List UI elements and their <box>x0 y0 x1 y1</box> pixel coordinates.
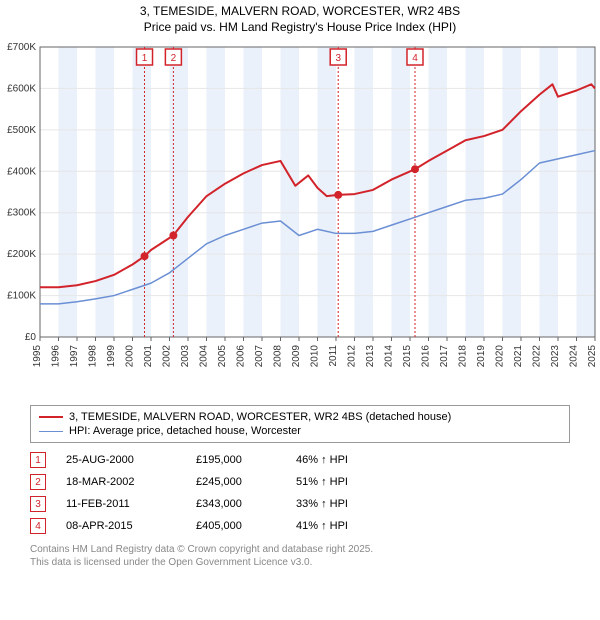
svg-text:2022: 2022 <box>532 345 543 368</box>
svg-text:£400K: £400K <box>7 166 36 177</box>
svg-text:2003: 2003 <box>180 345 191 368</box>
attribution: Contains HM Land Registry data © Crown c… <box>30 543 570 569</box>
svg-text:2013: 2013 <box>365 345 376 368</box>
legend-swatch <box>39 431 63 432</box>
svg-text:2015: 2015 <box>402 345 413 368</box>
svg-text:£200K: £200K <box>7 249 36 260</box>
legend-item: HPI: Average price, detached house, Worc… <box>39 424 561 438</box>
svg-text:1996: 1996 <box>51 345 62 368</box>
legend-item: 3, TEMESIDE, MALVERN ROAD, WORCESTER, WR… <box>39 410 561 424</box>
sale-note: 51% ↑ HPI <box>296 476 416 488</box>
attribution-line2: This data is licensed under the Open Gov… <box>30 556 570 569</box>
sale-marker: 2 <box>30 474 46 490</box>
svg-text:2010: 2010 <box>310 345 321 368</box>
svg-text:2014: 2014 <box>384 345 395 368</box>
title-line2: Price paid vs. HM Land Registry's House … <box>0 20 600 36</box>
svg-text:2020: 2020 <box>495 345 506 368</box>
legend-swatch <box>39 416 63 418</box>
svg-text:2009: 2009 <box>291 345 302 368</box>
sale-marker: 4 <box>30 518 46 534</box>
svg-text:2023: 2023 <box>550 345 561 368</box>
svg-text:1997: 1997 <box>69 345 80 368</box>
sale-date: 25-AUG-2000 <box>66 454 176 466</box>
svg-text:£0: £0 <box>25 332 37 343</box>
svg-text:2021: 2021 <box>513 345 524 368</box>
svg-text:2017: 2017 <box>439 345 450 368</box>
sale-price: £195,000 <box>196 454 276 466</box>
svg-text:4: 4 <box>412 53 418 64</box>
svg-text:2: 2 <box>171 53 177 64</box>
sale-price: £405,000 <box>196 520 276 532</box>
sale-marker: 1 <box>30 452 46 468</box>
table-row: 4 08-APR-2015 £405,000 41% ↑ HPI <box>30 515 570 537</box>
legend: 3, TEMESIDE, MALVERN ROAD, WORCESTER, WR… <box>30 405 570 443</box>
svg-text:£100K: £100K <box>7 291 36 302</box>
sale-note: 46% ↑ HPI <box>296 454 416 466</box>
svg-text:2016: 2016 <box>421 345 432 368</box>
svg-text:£500K: £500K <box>7 125 36 136</box>
table-row: 2 18-MAR-2002 £245,000 51% ↑ HPI <box>30 471 570 493</box>
svg-text:2004: 2004 <box>199 345 210 368</box>
svg-text:2001: 2001 <box>143 345 154 368</box>
svg-text:2012: 2012 <box>347 345 358 368</box>
legend-label: 3, TEMESIDE, MALVERN ROAD, WORCESTER, WR… <box>69 411 451 423</box>
svg-text:2005: 2005 <box>217 345 228 368</box>
legend-label: HPI: Average price, detached house, Worc… <box>69 425 301 437</box>
attribution-line1: Contains HM Land Registry data © Crown c… <box>30 543 570 556</box>
svg-text:1999: 1999 <box>106 345 117 368</box>
sale-date: 08-APR-2015 <box>66 520 176 532</box>
svg-text:1: 1 <box>142 53 148 64</box>
sale-price: £245,000 <box>196 476 276 488</box>
table-row: 1 25-AUG-2000 £195,000 46% ↑ HPI <box>30 449 570 471</box>
svg-text:2002: 2002 <box>162 345 173 368</box>
svg-text:2024: 2024 <box>569 345 580 368</box>
sale-price: £343,000 <box>196 498 276 510</box>
sale-date: 11-FEB-2011 <box>66 498 176 510</box>
sale-note: 33% ↑ HPI <box>296 498 416 510</box>
sale-date: 18-MAR-2002 <box>66 476 176 488</box>
svg-text:3: 3 <box>335 53 341 64</box>
title-line1: 3, TEMESIDE, MALVERN ROAD, WORCESTER, WR… <box>0 4 600 20</box>
chart-plot-area: £0 £100K £200K £300K £400K £500K £600K £700K 199… <box>0 37 600 397</box>
svg-text:2025: 2025 <box>587 345 598 368</box>
svg-text:2008: 2008 <box>273 345 284 368</box>
svg-text:£300K: £300K <box>7 208 36 219</box>
svg-text:£600K: £600K <box>7 84 36 95</box>
svg-text:2011: 2011 <box>328 345 339 367</box>
chart-svg: £0 £100K £200K £300K £400K £500K £600K £700K 199… <box>0 37 600 397</box>
svg-text:1998: 1998 <box>88 345 99 368</box>
sale-note: 41% ↑ HPI <box>296 520 416 532</box>
table-row: 3 11-FEB-2011 £343,000 33% ↑ HPI <box>30 493 570 515</box>
svg-text:2019: 2019 <box>476 345 487 368</box>
chart-container: 3, TEMESIDE, MALVERN ROAD, WORCESTER, WR… <box>0 0 600 569</box>
sales-table: 1 25-AUG-2000 £195,000 46% ↑ HPI 2 18-MA… <box>30 449 570 537</box>
svg-text:£700K: £700K <box>7 42 36 53</box>
svg-text:2000: 2000 <box>125 345 136 368</box>
svg-text:2007: 2007 <box>254 345 265 368</box>
svg-text:1995: 1995 <box>32 345 43 368</box>
sale-marker: 3 <box>30 496 46 512</box>
chart-title: 3, TEMESIDE, MALVERN ROAD, WORCESTER, WR… <box>0 0 600 37</box>
svg-text:2018: 2018 <box>458 345 469 368</box>
svg-text:2006: 2006 <box>236 345 247 368</box>
